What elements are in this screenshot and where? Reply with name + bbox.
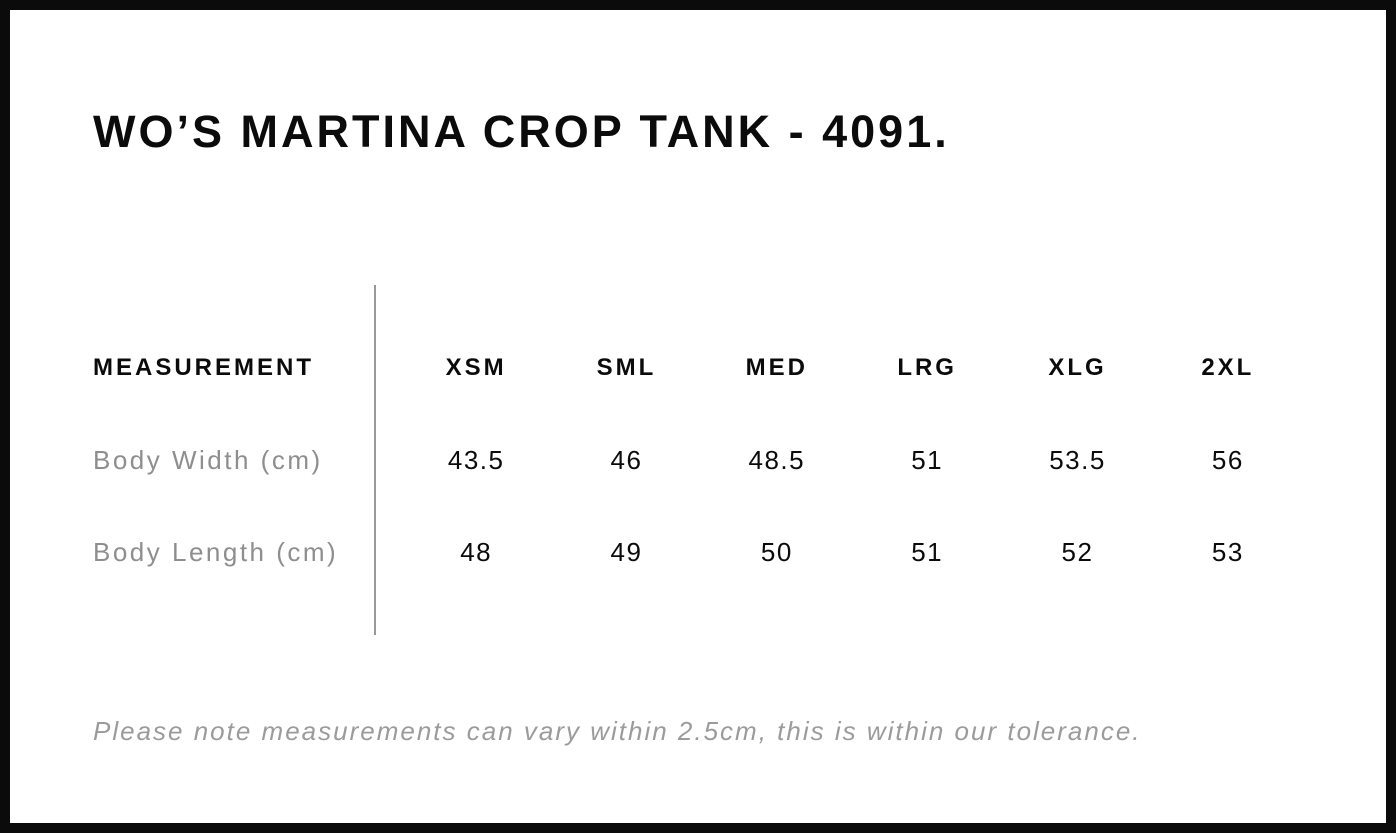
size-header-xlg: XLG (1048, 354, 1107, 381)
table-row-body-width: Body Width (cm) 43.5 46 48.5 51 53.5 56 (93, 414, 1303, 506)
body-width-value-xlg: 53.5 (1049, 444, 1106, 475)
size-table: MEASUREMENT XSM SML MED LRG XLG 2XL Body… (93, 285, 1303, 635)
size-header-xsm: XSM (445, 354, 507, 381)
body-width-value-xsm: 43.5 (447, 444, 505, 475)
body-length-value-med: 50 (760, 536, 793, 567)
row-label: Body Length (cm) (93, 536, 339, 567)
table-header-row: MEASUREMENT XSM SML MED LRG XLG 2XL (93, 322, 1303, 414)
body-width-value-lrg: 51 (911, 444, 944, 475)
size-header-med: MED (745, 354, 808, 381)
sheet-content: WO’S MARTINA CROP TANK - 4091. MEASUREME… (10, 106, 1386, 747)
body-length-value-sml: 49 (610, 536, 643, 567)
measurement-column-header: MEASUREMENT (93, 354, 315, 381)
body-length-value-2xl: 53 (1211, 536, 1244, 567)
body-width-value-med: 48.5 (748, 444, 806, 475)
page-title: WO’S MARTINA CROP TANK - 4091. (93, 106, 950, 157)
table-row-body-length: Body Length (cm) 48 49 50 51 52 53 (93, 506, 1303, 598)
body-length-value-xsm: 48 (460, 536, 493, 567)
size-header-lrg: LRG (897, 354, 957, 381)
body-width-value-sml: 46 (610, 444, 643, 475)
tolerance-note: Please note measurements can vary within… (93, 716, 1142, 746)
size-header-sml: SML (596, 354, 657, 381)
body-length-value-xlg: 52 (1061, 536, 1094, 567)
size-header-2xl: 2XL (1201, 354, 1255, 381)
table-divider (374, 285, 376, 635)
body-length-value-lrg: 51 (911, 536, 944, 567)
body-width-value-2xl: 56 (1211, 444, 1244, 475)
row-label: Body Width (cm) (93, 444, 323, 475)
